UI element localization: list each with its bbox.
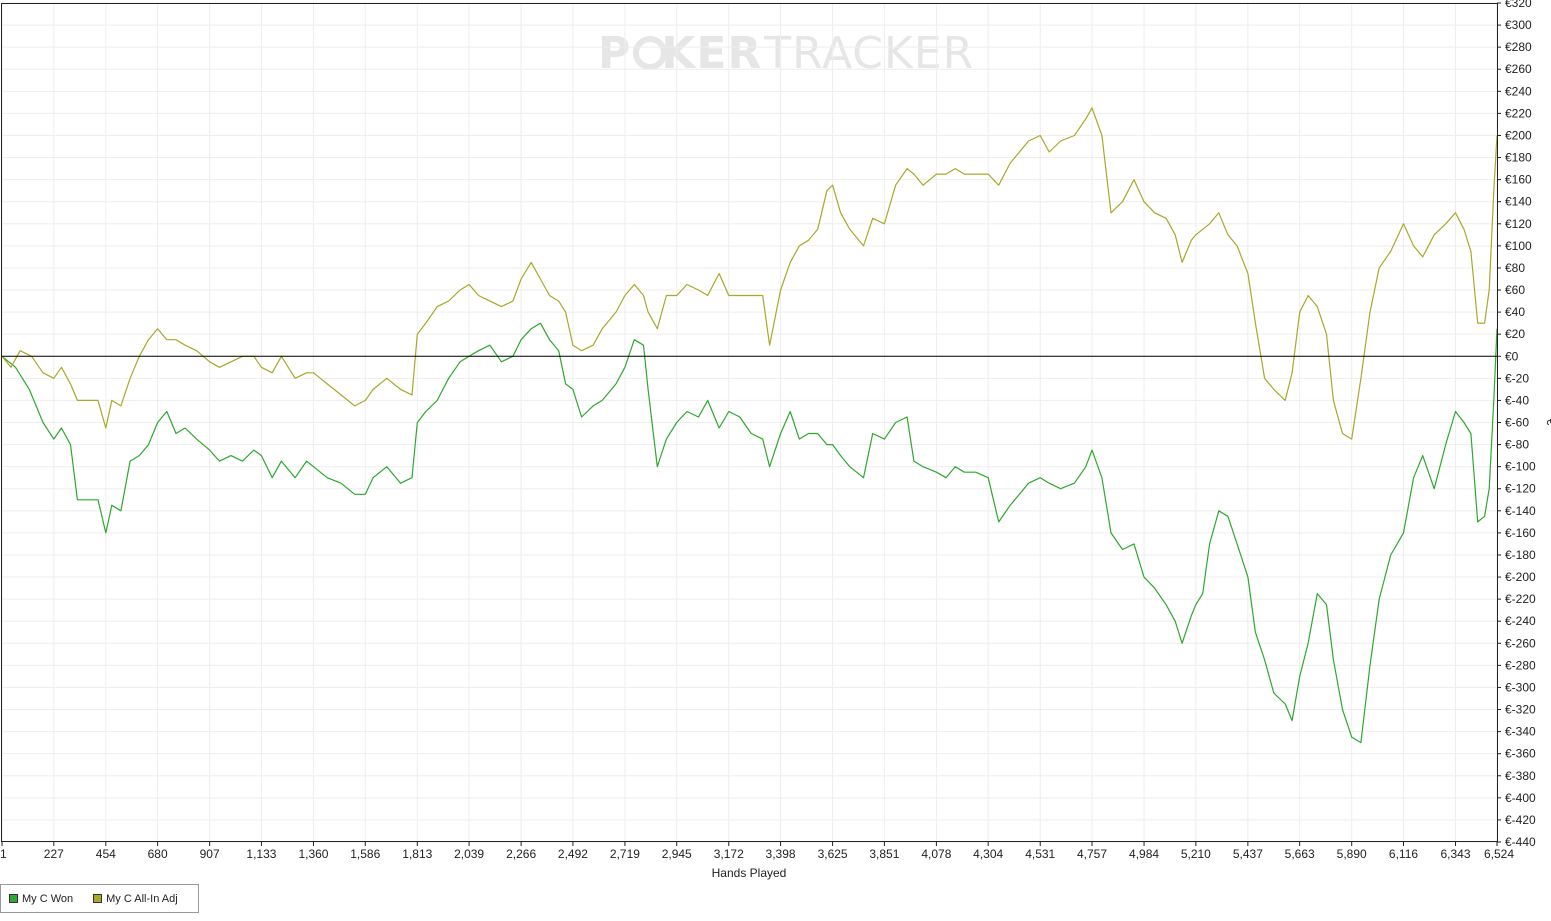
x-tick-label: 4,757 (1077, 847, 1107, 861)
series-lines (1, 107, 1498, 744)
x-tick-label: 3,851 (869, 847, 899, 861)
x-tick-label: 2,945 (662, 847, 692, 861)
legend-label-won: My C Won (22, 892, 74, 905)
y-tick-label: €-340 (1505, 725, 1536, 739)
y-tick-label: €120 (1505, 217, 1532, 231)
y-tick-label: €-180 (1505, 548, 1536, 562)
x-tick-label: 2,266 (506, 847, 536, 861)
y-tick-label: €80 (1505, 261, 1525, 275)
x-tick-label: 1,586 (350, 847, 380, 861)
x-axis-title: Hands Played (712, 866, 787, 880)
x-tick-label: 5,437 (1233, 847, 1263, 861)
y-tick-label: €300 (1505, 18, 1532, 32)
legend-item-allin: My C All-In Adj (93, 893, 178, 905)
grid-lines (1, 2, 1498, 843)
y-tick-label: €280 (1505, 40, 1532, 54)
legend-swatch-won (9, 894, 18, 903)
y-tick-label: €-300 (1505, 680, 1536, 694)
x-tick-label: 227 (44, 847, 64, 861)
y-tick-label: €-100 (1505, 460, 1536, 474)
x-tick-label: 4,078 (921, 847, 951, 861)
x-tick-label: 4,304 (973, 847, 1003, 861)
y-tick-label: €-260 (1505, 636, 1536, 650)
y-tick-label: €-200 (1505, 570, 1536, 584)
y-tick-label: €20 (1505, 327, 1525, 341)
y-tick-label: €-280 (1505, 658, 1536, 672)
x-tick-label: 2,492 (558, 847, 588, 861)
y-tick-label: €240 (1505, 84, 1532, 98)
y-tick-label: €-320 (1505, 703, 1536, 717)
y-tick-label: €60 (1505, 283, 1525, 297)
y-tick-label: €220 (1505, 106, 1532, 120)
y-tick-label: €-360 (1505, 747, 1536, 761)
x-tick-label: 3,172 (714, 847, 744, 861)
y-tick-label: €-440 (1505, 835, 1536, 849)
y-axis-title: € (1544, 419, 1551, 426)
y-tick-label: €-420 (1505, 813, 1536, 827)
y-tick-label: €-160 (1505, 526, 1536, 540)
x-tick-label: 1,813 (402, 847, 432, 861)
y-tick-label: €-60 (1505, 416, 1529, 430)
x-tick-label: 680 (148, 847, 168, 861)
y-tick-label: €140 (1505, 195, 1532, 209)
y-axis-ticks: €320 €300 €280 €260 €240 €220 €200 €180 €160 €140… (1497, 0, 1536, 849)
x-tick-label: 6,524 (1484, 847, 1514, 861)
x-tick-label: 3,398 (766, 847, 796, 861)
x-tick-label: 5,663 (1285, 847, 1315, 861)
poker-chip-icon (633, 36, 667, 70)
x-tick-label: 4,531 (1025, 847, 1055, 861)
x-tick-label: 6,343 (1441, 847, 1471, 861)
y-tick-label: €260 (1505, 62, 1532, 76)
x-tick-label: 1,360 (298, 847, 328, 861)
legend-item-won: My C Won (9, 893, 73, 905)
y-tick-label: €-240 (1505, 614, 1536, 628)
y-tick-label: €-400 (1505, 791, 1536, 805)
x-tick-label: 2,039 (454, 847, 484, 861)
y-tick-label: €-20 (1505, 371, 1529, 385)
x-tick-label: 907 (200, 847, 220, 861)
legend-swatch-allin (93, 894, 103, 903)
x-tick-label: 2,719 (610, 847, 640, 861)
x-tick-label: 3,625 (818, 847, 848, 861)
series-line-my-c-won (1, 322, 1498, 744)
y-tick-label: €-120 (1505, 482, 1536, 496)
y-tick-label: €160 (1505, 173, 1532, 187)
y-tick-label: €0 (1505, 349, 1519, 363)
x-tick-label: 6,116 (1389, 847, 1418, 861)
y-tick-label: €320 (1505, 0, 1532, 10)
y-tick-label: €100 (1505, 239, 1532, 253)
y-tick-label: €40 (1505, 305, 1525, 319)
x-tick-label: 5,210 (1181, 847, 1211, 861)
x-tick-label: 4,984 (1129, 847, 1159, 861)
legend-label-allin: My C All-In Adj (106, 892, 178, 905)
x-tick-label: 1 (0, 847, 7, 861)
y-tick-label: €200 (1505, 128, 1532, 142)
y-tick-label: €-140 (1505, 504, 1536, 518)
x-tick-label: 1,133 (246, 847, 276, 861)
y-tick-label: €-40 (1505, 393, 1529, 407)
chart-watermark: P KERTRACKER (598, 28, 974, 79)
x-axis-ticks: 1 227 454 680 907 1,133 1,360 1,586 1,813 2,039 2,… (0, 842, 1514, 861)
chart-legend: My C Won My C All-In Adj (0, 884, 199, 913)
x-tick-label: 454 (96, 847, 116, 861)
y-tick-label: €-220 (1505, 592, 1536, 606)
y-tick-label: €-80 (1505, 438, 1529, 452)
y-tick-label: €-380 (1505, 769, 1536, 783)
y-tick-label: €180 (1505, 151, 1532, 165)
x-tick-label: 5,890 (1337, 847, 1367, 861)
